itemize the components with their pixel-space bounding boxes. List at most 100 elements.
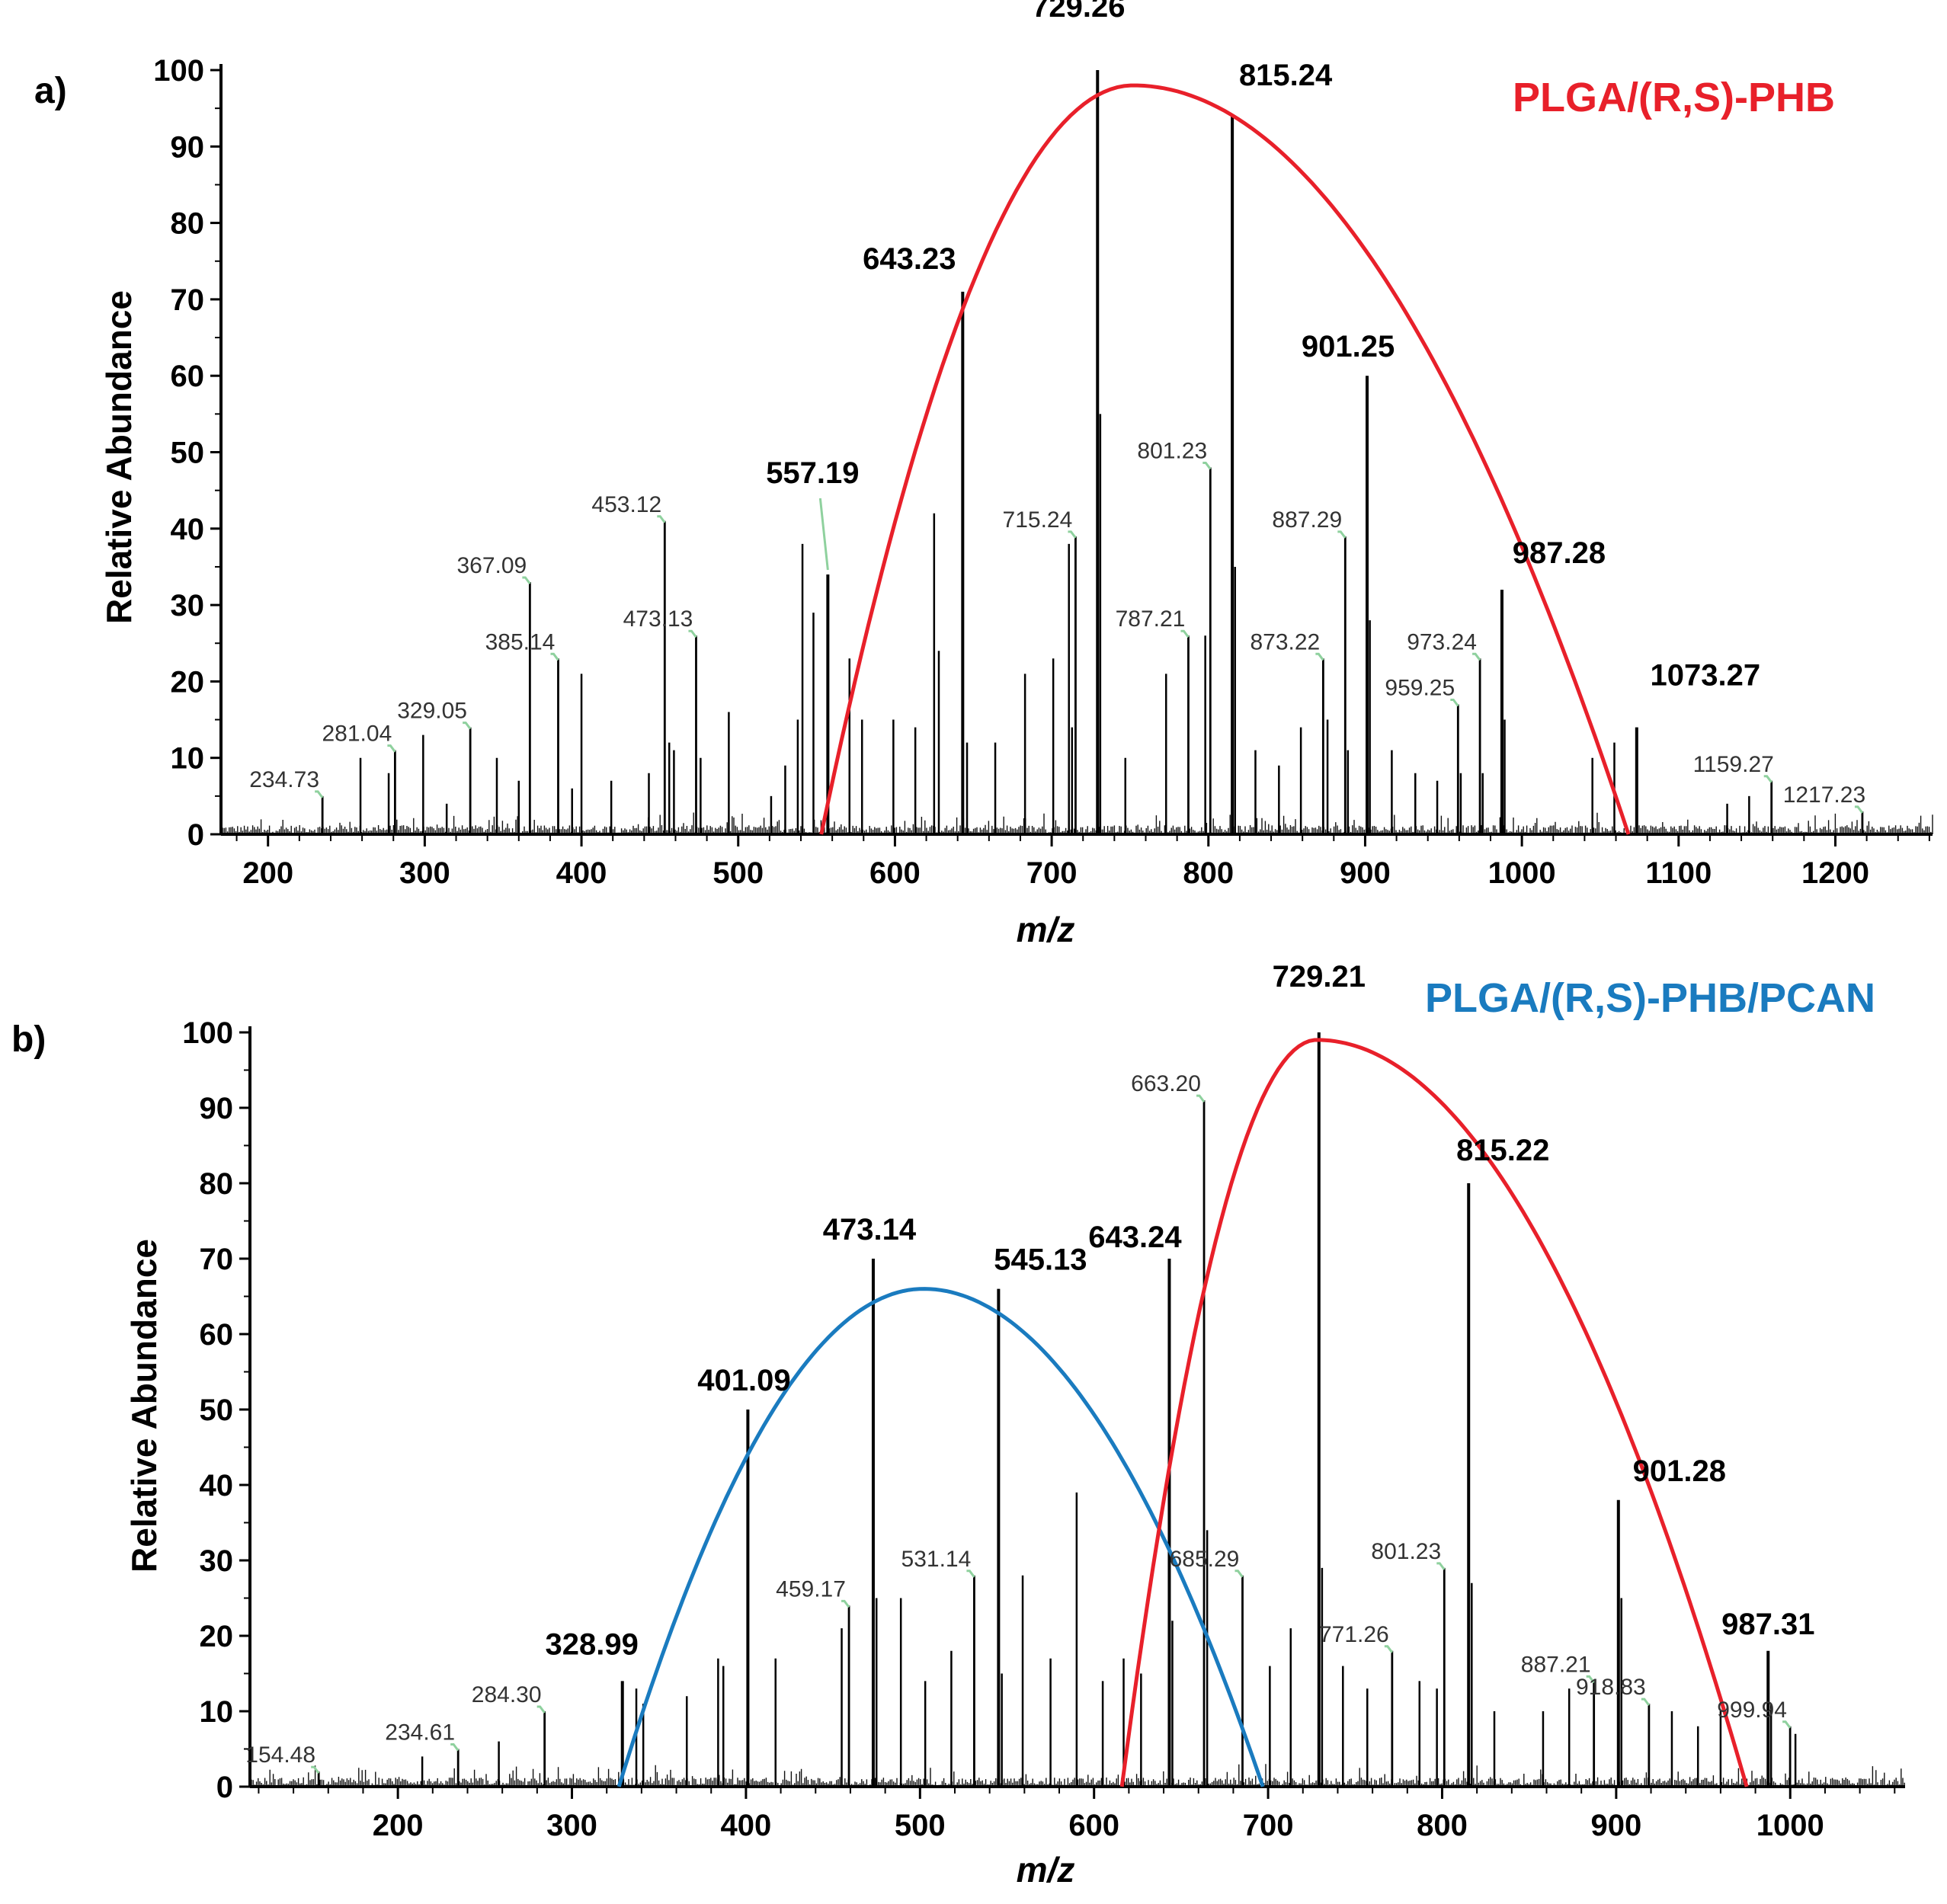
panel-a-envelope (819, 83, 1631, 835)
panel-a-axes: 0 10 20 30 40 50 60 70 80 90 100 200 300 400 500 600 700… (153, 54, 1933, 890)
x-tick-label: 600 (1068, 1809, 1119, 1842)
x-tick-label: 1100 (1645, 856, 1712, 890)
peak-label-minor: 234.61 (385, 1720, 455, 1746)
label-leader (1337, 530, 1347, 539)
label-leader (818, 498, 829, 571)
label-leader (311, 1765, 320, 1774)
y-tick-label: 40 (200, 1469, 234, 1502)
peak-label-major: 328.99 (546, 1627, 639, 1661)
x-tick-label: 900 (1590, 1809, 1641, 1842)
peak-label-minor: 715.24 (1003, 507, 1073, 533)
peak-label-minor: 1217.23 (1783, 782, 1865, 808)
label-leader (450, 1743, 460, 1752)
panel-a-ylabel: Relative Abundance (99, 290, 139, 624)
y-tick-label: 60 (200, 1318, 234, 1352)
x-tick-label: 1000 (1488, 856, 1556, 890)
peak-label-minor: 154.48 (245, 1742, 315, 1768)
label-leader (550, 652, 559, 661)
label-leader (463, 722, 472, 730)
baseline-noise (222, 812, 1933, 834)
label-leader (1782, 1720, 1792, 1729)
label-leader (1068, 530, 1077, 539)
x-tick-label: 400 (721, 1809, 772, 1842)
peak-label-major: 643.24 (1088, 1221, 1182, 1254)
peak-label-major: 815.22 (1456, 1134, 1549, 1167)
label-leader (1586, 1675, 1595, 1684)
panel-b-peaks (317, 1032, 1797, 1787)
label-leader (966, 1570, 975, 1578)
panel-b-label: b) (11, 1019, 46, 1060)
distribution-envelope (819, 83, 1631, 835)
peak-label-minor: 367.09 (456, 553, 527, 578)
x-tick-label: 300 (399, 856, 450, 890)
panel-a-xlabel: m/z (1017, 910, 1075, 949)
y-tick-label: 0 (187, 818, 204, 852)
peak-label-minor: 873.22 (1250, 629, 1320, 654)
peak-label-major: 473.14 (823, 1213, 917, 1246)
peak-label-minor: 887.21 (1521, 1652, 1591, 1677)
peak-label-major: 729.26 (1032, 0, 1125, 24)
panel-a-label: a) (34, 71, 67, 111)
peak-label-major: 901.25 (1302, 330, 1395, 363)
label-leader (1641, 1698, 1651, 1706)
label-leader (1763, 775, 1772, 783)
y-tick-label: 0 (216, 1771, 233, 1804)
peak-label-major: 901.28 (1633, 1454, 1726, 1488)
y-tick-label: 90 (171, 130, 205, 164)
label-leader (1202, 462, 1212, 470)
y-tick-label: 20 (171, 665, 205, 699)
x-tick-label: 700 (1026, 856, 1078, 890)
label-leader (1180, 629, 1190, 638)
panel-b-title: PLGA/(R,S)-PHB/PCAN (1425, 975, 1875, 1021)
panel-b-envelopes (616, 1038, 1749, 1787)
x-tick-label: 1000 (1756, 1809, 1824, 1842)
peak-label-minor: 234.73 (249, 767, 319, 792)
label-leader (1436, 1562, 1446, 1570)
peak-label-minor: 663.20 (1131, 1071, 1201, 1096)
peak-label-major: 815.24 (1239, 59, 1333, 92)
label-leader (1450, 698, 1459, 707)
panel-a-noise (222, 812, 1933, 834)
label-leader (1384, 1645, 1394, 1653)
y-tick-label: 80 (200, 1167, 234, 1201)
peak-label-minor: 801.23 (1137, 439, 1207, 464)
x-tick-label: 600 (869, 856, 921, 890)
peak-label-major: 1073.27 (1651, 659, 1761, 693)
x-tick-label: 700 (1243, 1809, 1294, 1842)
y-tick-label: 10 (200, 1695, 234, 1729)
x-tick-label: 500 (895, 1809, 946, 1842)
y-tick-label: 20 (200, 1620, 234, 1653)
label-leader (841, 1599, 850, 1608)
peak-label-major: 545.13 (994, 1243, 1087, 1277)
panel-b: b) PLGA/(R,S)-PHB/PCAN 0 10 20 30 40 50 60 70 80… (11, 960, 1905, 1890)
x-tick-label: 300 (546, 1809, 597, 1842)
y-tick-label: 30 (200, 1544, 234, 1578)
x-tick-label: 1200 (1801, 856, 1869, 890)
peak-label-minor: 473.13 (623, 606, 693, 632)
label-leader (1472, 652, 1481, 661)
panel-b-xlabel: m/z (1017, 1850, 1075, 1890)
peak-label-minor: 787.21 (1116, 606, 1186, 632)
label-leader (1854, 805, 1864, 814)
label-leader (1315, 652, 1324, 661)
peak-label-minor: 1159.27 (1693, 752, 1774, 777)
x-tick-label: 900 (1340, 856, 1391, 890)
label-leader (536, 1705, 546, 1714)
peak-label-minor: 973.24 (1407, 629, 1477, 654)
peak-label-minor: 959.25 (1385, 675, 1455, 700)
peak-label-major: 557.19 (766, 456, 859, 490)
peak-label-minor: 284.30 (472, 1682, 542, 1707)
x-tick-label: 400 (556, 856, 607, 890)
y-tick-label: 70 (200, 1243, 234, 1276)
peak-label-minor: 685.29 (1170, 1547, 1240, 1572)
label-leader (688, 629, 697, 638)
x-tick-label: 200 (242, 856, 293, 890)
peak-label-minor: 453.12 (591, 492, 661, 517)
y-tick-label: 80 (171, 207, 205, 241)
peak-label-major: 987.28 (1513, 536, 1606, 570)
panel-a-title: PLGA/(R,S)-PHB (1513, 75, 1835, 120)
distribution-envelope (616, 1287, 1265, 1787)
